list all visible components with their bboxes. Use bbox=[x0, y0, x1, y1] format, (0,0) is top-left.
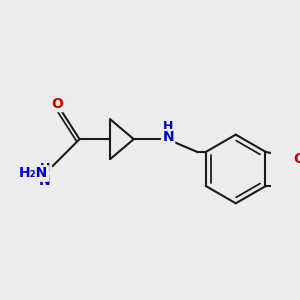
Text: N: N bbox=[162, 130, 174, 144]
Text: H₂N: H₂N bbox=[19, 167, 48, 181]
Text: O: O bbox=[51, 97, 63, 111]
Text: O: O bbox=[293, 152, 300, 166]
Text: H: H bbox=[163, 120, 173, 133]
Text: H: H bbox=[40, 162, 51, 175]
Text: N: N bbox=[39, 174, 51, 188]
